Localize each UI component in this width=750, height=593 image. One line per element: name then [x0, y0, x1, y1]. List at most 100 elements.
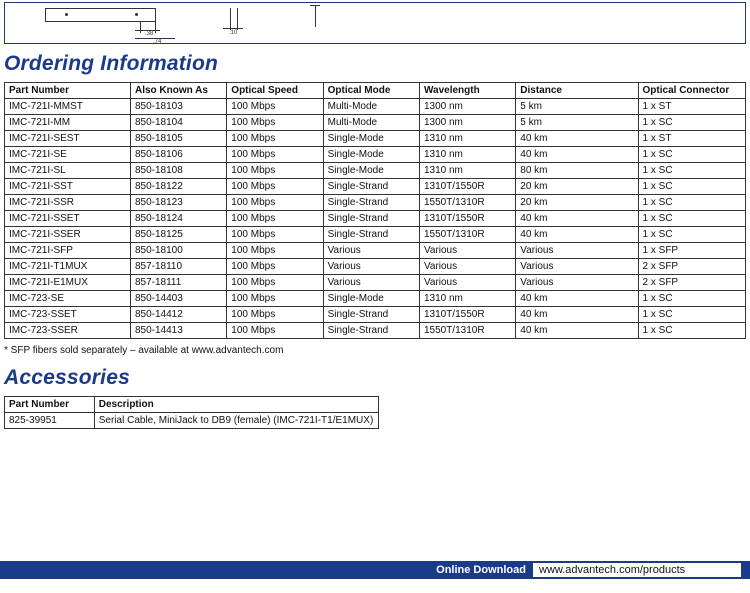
table-cell: 1550T/1310R	[419, 323, 515, 339]
table-cell: 40 km	[516, 211, 638, 227]
table-cell: 1550T/1310R	[419, 227, 515, 243]
table-cell: 100 Mbps	[227, 243, 323, 259]
table-row: IMC-721I-SL850-18108100 MbpsSingle-Mode1…	[5, 163, 746, 179]
table-cell: Various	[419, 275, 515, 291]
col-optical-connector: Optical Connector	[638, 83, 745, 99]
table-cell: Single-Strand	[323, 195, 419, 211]
table-cell: 1 x SC	[638, 163, 745, 179]
table-cell: 850-18106	[130, 147, 226, 163]
table-cell: 40 km	[516, 307, 638, 323]
table-cell: 100 Mbps	[227, 259, 323, 275]
ordering-heading: Ordering Information	[4, 52, 746, 76]
diagram-dim-38: .38	[145, 31, 153, 37]
table-cell: IMC-721I-T1MUX	[5, 259, 131, 275]
table-cell: 850-18122	[130, 179, 226, 195]
table-row: IMC-721I-SEST850-18105100 MbpsSingle-Mod…	[5, 131, 746, 147]
table-cell: 80 km	[516, 163, 638, 179]
table-cell: Single-Strand	[323, 227, 419, 243]
table-cell: 1 x SC	[638, 323, 745, 339]
table-cell: IMC-721I-MM	[5, 115, 131, 131]
table-cell: 100 Mbps	[227, 115, 323, 131]
table-cell: 850-18104	[130, 115, 226, 131]
table-row: IMC-721I-T1MUX857-18110100 MbpsVariousVa…	[5, 259, 746, 275]
table-cell: 1 x SC	[638, 147, 745, 163]
table-cell: 1310T/1550R	[419, 179, 515, 195]
table-cell: IMC-723-SSET	[5, 307, 131, 323]
mechanical-diagram: .38 .74 .10	[4, 2, 746, 44]
table-cell: IMC-721I-SSR	[5, 195, 131, 211]
table-row: IMC-721I-SSER850-18125100 MbpsSingle-Str…	[5, 227, 746, 243]
col-part-number: Part Number	[5, 397, 95, 413]
online-download-url[interactable]: www.advantech.com/products	[532, 562, 742, 578]
col-part-number: Part Number	[5, 83, 131, 99]
table-row: IMC-721I-SE850-18106100 MbpsSingle-Mode 1…	[5, 147, 746, 163]
table-header-row: Part Number Description	[5, 397, 379, 413]
table-cell: Single-Strand	[323, 307, 419, 323]
table-cell: 825-39951	[5, 413, 95, 429]
table-cell: 850-14413	[130, 323, 226, 339]
table-cell: 850-18105	[130, 131, 226, 147]
table-cell: Single-Mode	[323, 291, 419, 307]
table-cell: 20 km	[516, 195, 638, 211]
table-header-row: Part Number Also Known As Optical Speed …	[5, 83, 746, 99]
table-cell: 1 x SC	[638, 195, 745, 211]
accessories-heading: Accessories	[4, 366, 746, 390]
table-cell: 850-18100	[130, 243, 226, 259]
table-cell: Single-Strand	[323, 179, 419, 195]
table-row: IMC-723-SSET850-14412100 MbpsSingle-Stra…	[5, 307, 746, 323]
table-cell: 1 x SC	[638, 211, 745, 227]
table-cell: IMC-721I-SL	[5, 163, 131, 179]
table-cell: 100 Mbps	[227, 323, 323, 339]
table-row: IMC-721I-SSR850-18123100 MbpsSingle-Stra…	[5, 195, 746, 211]
table-cell: Multi-Mode	[323, 115, 419, 131]
table-cell: 1310 nm	[419, 291, 515, 307]
table-cell: 20 km	[516, 179, 638, 195]
table-cell: IMC-721I-SFP	[5, 243, 131, 259]
table-cell: IMC-723-SE	[5, 291, 131, 307]
table-cell: IMC-721I-MMST	[5, 99, 131, 115]
table-cell: 40 km	[516, 131, 638, 147]
table-cell: IMC-721I-SE	[5, 147, 131, 163]
table-row: IMC-723-SSER850-14413100 MbpsSingle-Stra…	[5, 323, 746, 339]
col-description: Description	[94, 397, 378, 413]
sfp-footnote: * SFP fibers sold separately – available…	[4, 345, 746, 356]
table-row: IMC-721I-SST850-18122100 MbpsSingle-Stra…	[5, 179, 746, 195]
table-cell: Various	[516, 259, 638, 275]
table-cell: 40 km	[516, 291, 638, 307]
table-cell: 100 Mbps	[227, 227, 323, 243]
table-cell: 1 x ST	[638, 99, 745, 115]
table-cell: Various	[419, 243, 515, 259]
table-row: IMC-721I-MM850-18104100 MbpsMulti-Mode13…	[5, 115, 746, 131]
table-cell: Single-Mode	[323, 147, 419, 163]
table-cell: 850-14403	[130, 291, 226, 307]
table-cell: IMC-721I-SSER	[5, 227, 131, 243]
table-row: IMC-721I-SFP850-18100100 MbpsVariousVari…	[5, 243, 746, 259]
table-cell: IMC-721I-SSET	[5, 211, 131, 227]
ordering-table: Part Number Also Known As Optical Speed …	[4, 82, 746, 339]
table-cell: 1550T/1310R	[419, 195, 515, 211]
online-download-label: Online Download	[436, 564, 526, 576]
table-cell: 857-18111	[130, 275, 226, 291]
table-cell: Serial Cable, MiniJack to DB9 (female) (…	[94, 413, 378, 429]
table-cell: 100 Mbps	[227, 147, 323, 163]
table-cell: IMC-721I-SEST	[5, 131, 131, 147]
diagram-dim-10: .10	[229, 30, 237, 36]
col-optical-speed: Optical Speed	[227, 83, 323, 99]
table-cell: 1 x SC	[638, 307, 745, 323]
col-also-known-as: Also Known As	[130, 83, 226, 99]
table-row: 825-39951Serial Cable, MiniJack to DB9 (…	[5, 413, 379, 429]
footer-bar: Online Download www.advantech.com/produc…	[0, 561, 750, 579]
col-optical-mode: Optical Mode	[323, 83, 419, 99]
table-cell: 100 Mbps	[227, 179, 323, 195]
table-cell: Single-Strand	[323, 211, 419, 227]
table-cell: Single-Mode	[323, 131, 419, 147]
table-cell: 850-18125	[130, 227, 226, 243]
col-distance: Distance	[516, 83, 638, 99]
table-cell: 850-18123	[130, 195, 226, 211]
table-cell: Single-Mode	[323, 163, 419, 179]
table-cell: Various	[419, 259, 515, 275]
table-cell: 1 x SC	[638, 227, 745, 243]
table-cell: Various	[516, 275, 638, 291]
table-cell: IMC-721I-SST	[5, 179, 131, 195]
table-cell: 40 km	[516, 323, 638, 339]
